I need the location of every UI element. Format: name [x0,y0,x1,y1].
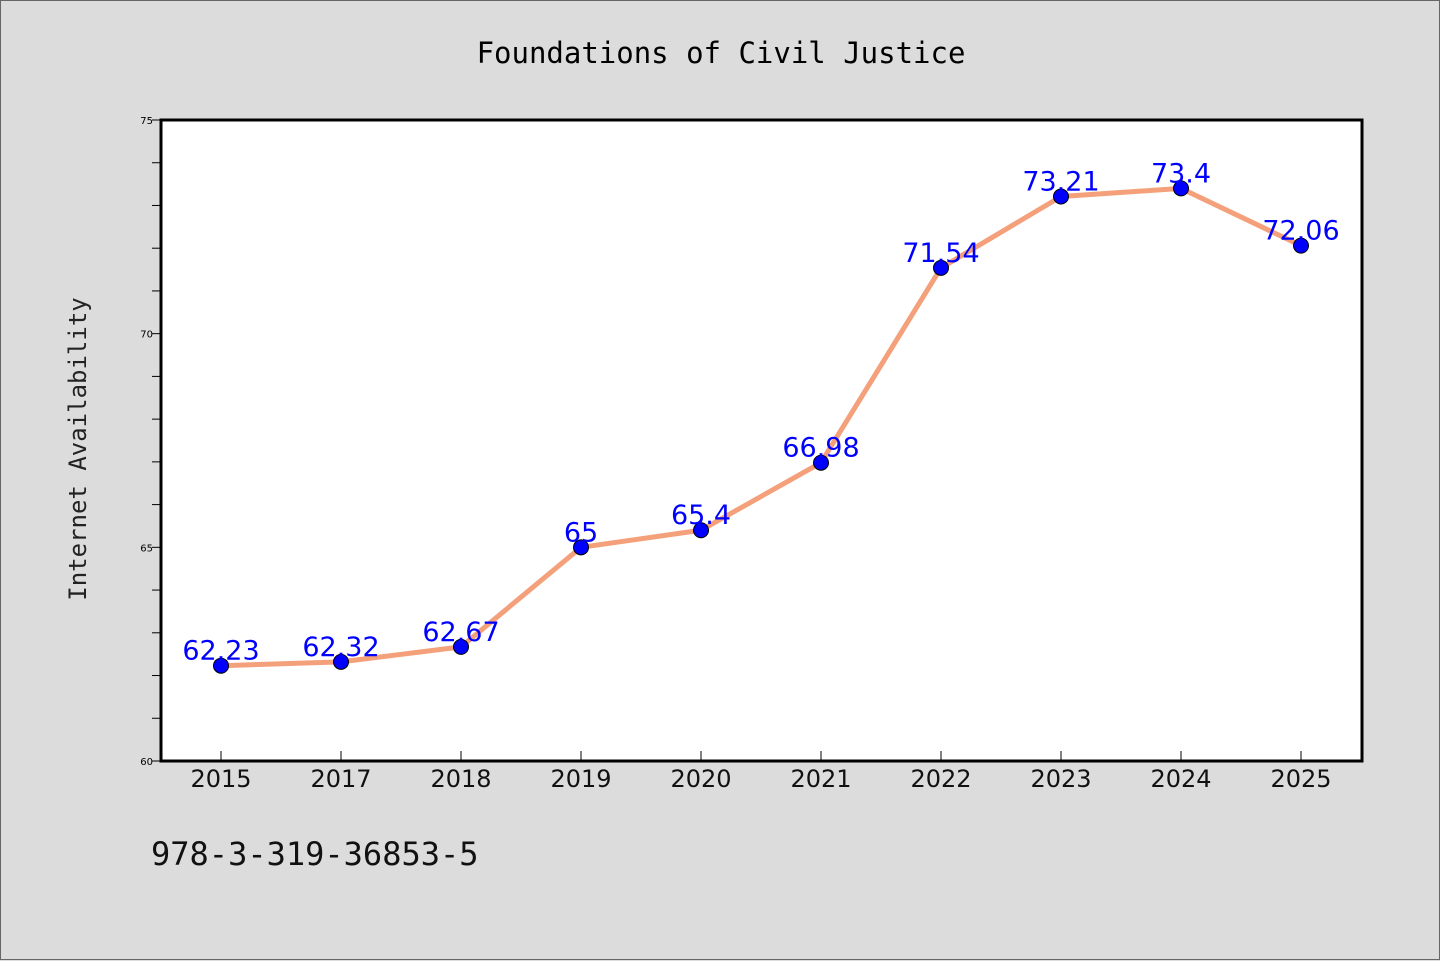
x-axis-ticks: 2015 2017 2018 2019 2020 2021 2022 2023 2024 2025 [190,751,1332,793]
x-tick-label: 2025 [1270,765,1331,793]
data-label: 71.54 [902,238,979,269]
data-label: 62.23 [182,636,259,667]
series-line [218,185,1304,669]
data-point [813,454,829,471]
data-label: 65.4 [671,500,731,531]
data-label: 73.4 [1151,158,1211,189]
x-tick-label: 2022 [910,765,971,793]
x-tick-label: 2024 [1150,765,1211,793]
data-point [1053,188,1069,205]
data-label: 62.67 [422,617,499,648]
data-point [693,522,709,539]
data-label: 65 [564,517,598,548]
data-label: 72.06 [1262,216,1339,247]
y-tick-label: 70 [140,330,153,341]
data-point [1293,237,1309,254]
x-tick-label: 2023 [1030,765,1091,793]
x-tick-label: 2018 [430,765,491,793]
plot-area [159,118,1364,763]
x-tick-label: 2017 [310,765,371,793]
data-point [1173,180,1189,197]
data-point [573,539,589,556]
y-tick-label: 75 [140,116,153,127]
data-label: 66.98 [782,433,859,464]
x-tick-label: 2021 [790,765,851,793]
y-axis-label: Internet Availability [64,297,92,600]
x-tick-label: 2015 [190,765,251,793]
data-label: 62.32 [302,632,379,663]
data-point [213,657,229,674]
y-tick-label: 60 [140,757,153,768]
data-label: 73.21 [1022,166,1099,197]
y-axis-ticks: 60 65 70 75 [140,116,161,768]
x-tick-label: 2019 [550,765,611,793]
y-tick-label: 65 [140,543,153,554]
data-point [453,638,469,655]
chart-title: Foundations of Civil Justice [477,36,966,70]
data-point [933,259,949,276]
data-point [333,653,349,670]
series-layer: 62.23 62.32 62.67 65 65.4 66.98 71.54 73.21 73.4… [182,158,1340,674]
x-tick-label: 2020 [670,765,731,793]
isbn-text: 978-3-319-36853-5 [151,835,479,873]
